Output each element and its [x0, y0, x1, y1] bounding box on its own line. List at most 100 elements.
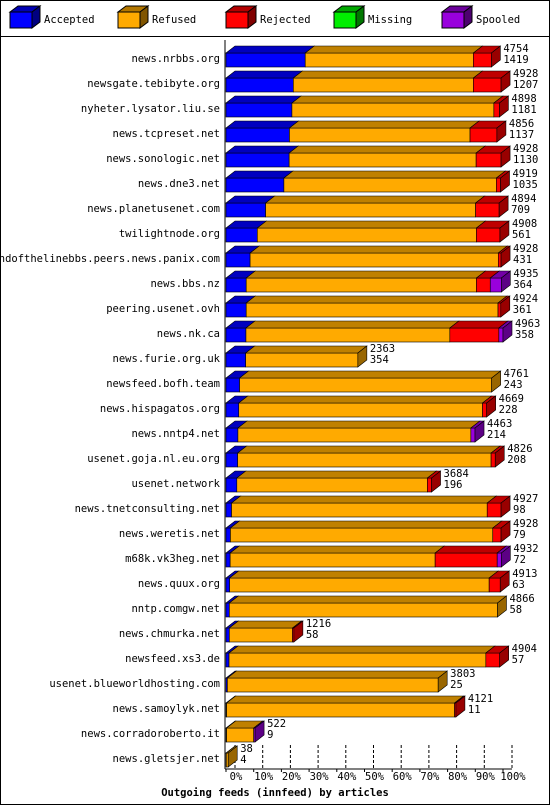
- category-label: news.sonologic.net: [106, 153, 220, 165]
- x-tick-label: 70%: [420, 771, 440, 783]
- legend-swatch: [9, 11, 33, 29]
- category-label: news.corradoroberto.it: [81, 728, 220, 740]
- x-tick-label: 20%: [282, 771, 302, 783]
- bar-top: [434, 545, 508, 554]
- bar-top: [225, 145, 300, 154]
- accepted-label: 208: [507, 454, 526, 466]
- accepted-label: 1137: [509, 129, 534, 141]
- bar-side: [499, 95, 509, 118]
- total-label: 4919: [513, 168, 538, 180]
- bar-segment: [231, 502, 488, 518]
- legend-label: Spooled: [476, 14, 520, 26]
- bar-segment: [257, 227, 477, 243]
- accepted-label: 1130: [513, 154, 538, 166]
- legend-swatch-side: [139, 5, 149, 29]
- bar-segment: [496, 552, 502, 568]
- total-label: 4935: [513, 268, 538, 280]
- category-label: newsfeed.xs3.de: [125, 653, 220, 665]
- total-label: 4898: [511, 93, 536, 105]
- bar-segment: [293, 77, 474, 93]
- accepted-label: 11: [468, 704, 481, 716]
- bar-segment: [225, 552, 231, 568]
- bar-side: [494, 445, 505, 468]
- accepted-label: 561: [512, 229, 531, 241]
- category-label: peering.usenet.ovh: [106, 303, 220, 315]
- legend-label: Missing: [368, 14, 412, 26]
- total-label: 4761: [504, 368, 529, 380]
- bar-top: [249, 245, 509, 254]
- bar-top: [245, 270, 487, 279]
- bar-segment: [249, 252, 499, 268]
- accepted-label: 57: [512, 654, 525, 666]
- accepted-label: 354: [370, 354, 389, 366]
- accepted-label: 361: [513, 304, 532, 316]
- bar-top: [225, 70, 304, 79]
- bar-segment: [427, 477, 432, 493]
- bar-segment: [245, 302, 499, 318]
- category-label: news.weretis.net: [119, 528, 220, 540]
- bar-side: [500, 145, 511, 168]
- bar-segment: [225, 177, 285, 193]
- total-label: 4924: [513, 293, 538, 305]
- bar-top: [245, 320, 460, 329]
- legend-swatch-side: [463, 5, 473, 29]
- category-label: news.chmurka.net: [119, 628, 220, 640]
- bar-segment: [476, 277, 491, 293]
- bar-side: [293, 620, 304, 643]
- category-label: news.quux.org: [138, 578, 220, 590]
- bar-segment: [245, 352, 359, 368]
- total-label: 4928: [513, 518, 538, 530]
- bar-segment: [239, 377, 492, 393]
- category-label: news.samoylyk.net: [113, 703, 220, 715]
- bar-segment: [225, 452, 238, 468]
- legend-swatch: [225, 11, 249, 29]
- bar-segment: [237, 452, 492, 468]
- bar-segment: [304, 52, 474, 68]
- bar-top: [256, 220, 487, 229]
- bar-segment: [475, 152, 502, 168]
- bar-segment: [225, 352, 246, 368]
- bar-segment: [229, 627, 293, 643]
- bar-top: [244, 345, 368, 354]
- bar-segment: [225, 427, 239, 443]
- bar-segment: [492, 527, 502, 543]
- bar-segment: [225, 152, 290, 168]
- bar-segment: [225, 77, 294, 93]
- total-label: 4913: [512, 568, 537, 580]
- bar-segment: [434, 552, 498, 568]
- total-label: 3803: [450, 668, 475, 680]
- bar-top: [236, 445, 501, 454]
- category-label: endofthelinebbs.peers.news.panix.com: [0, 253, 220, 265]
- total-label: 4932: [513, 543, 538, 555]
- total-label: 38: [240, 743, 253, 755]
- bar-top: [225, 45, 316, 54]
- bar-segment: [473, 52, 492, 68]
- legend-swatch-side: [247, 5, 257, 29]
- bar-top: [291, 95, 504, 104]
- bar-side: [254, 720, 265, 743]
- bar-segment: [496, 177, 501, 193]
- bar-side: [486, 395, 496, 418]
- bar-top: [228, 595, 508, 604]
- legend-swatch-side: [355, 5, 365, 29]
- category-label: news.hispagatos.org: [100, 403, 220, 415]
- total-label: 4963: [515, 318, 540, 330]
- x-tick-label: 60%: [393, 771, 413, 783]
- category-label: m68k.vk3heg.net: [125, 553, 220, 565]
- bar-segment: [497, 252, 502, 268]
- category-label: usenet.network: [131, 478, 220, 490]
- accepted-label: 58: [509, 604, 522, 616]
- bar-side: [499, 220, 510, 243]
- bar-segment: [226, 702, 455, 718]
- accepted-label: 9: [267, 729, 273, 741]
- total-label: 4928: [513, 68, 538, 80]
- legend-label: Accepted: [44, 14, 95, 26]
- category-label: news.furie.org.uk: [113, 353, 221, 365]
- total-label: 522: [267, 718, 286, 730]
- bar-side: [474, 420, 485, 443]
- bar-side: [497, 595, 507, 618]
- bar-side: [500, 170, 510, 193]
- total-label: 4908: [512, 218, 537, 230]
- legend-label: Rejected: [260, 14, 311, 26]
